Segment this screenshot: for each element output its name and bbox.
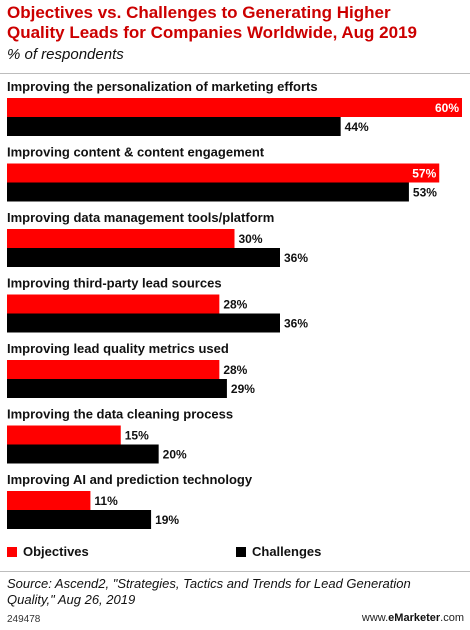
challenges-bar [7,248,280,267]
category-label: Improving third-party lead sources [7,276,222,291]
brand-suffix: .com [440,612,464,624]
objectives-bar [7,360,220,379]
value-label: 36% [284,317,308,331]
value-label: 30% [239,232,263,246]
brand-link[interactable]: www.eMarketer.com [362,612,464,624]
bottom-divider [0,571,470,572]
objectives-bar [7,491,91,510]
category-label: Improving content & content engagement [7,145,265,160]
value-label: 29% [231,382,255,396]
category-label: Improving the data cleaning process [7,407,233,422]
challenges-bar [7,117,341,136]
legend-objectives-swatch [7,546,17,557]
chart-title-line1: Objectives vs. Challenges to Generating … [7,3,391,22]
brand-name: eMarketer [388,612,441,624]
value-label: 19% [155,513,179,527]
value-label: 20% [163,448,187,462]
chart-title: Objectives vs. Challenges to Generating … [7,3,467,43]
source-note: Source: Ascend2, "Strategies, Tactics an… [7,576,411,607]
category-label: Improving lead quality metrics used [7,341,229,356]
value-label: 44% [345,120,369,134]
category-label: Improving AI and prediction technology [7,472,253,487]
challenges-bar [7,444,159,464]
value-label: 53% [413,186,437,200]
legend-challenges-label: Challenges [252,544,322,559]
objectives-bar [7,425,121,445]
legend-objectives-label: Objectives [23,544,89,559]
value-label: 15% [125,429,149,443]
value-label: 28% [223,298,247,312]
challenges-bar [7,313,280,333]
value-label: 36% [284,251,308,265]
challenges-bar [7,182,409,202]
challenges-bar [7,510,152,529]
value-label: 57% [412,167,436,181]
objectives-bar [7,229,235,248]
value-label: 60% [435,101,459,115]
value-label: 28% [223,363,247,377]
chart-id: 249478 [7,614,41,625]
objectives-bar [7,163,440,183]
category-label: Improving the personalization of marketi… [7,79,318,94]
chart-title-line2: Quality Leads for Companies Worldwide, A… [7,23,417,42]
chart-subtitle: % of respondents [7,46,124,63]
legend-challenges-swatch [236,546,246,557]
objectives-bar [7,98,462,117]
value-label: 11% [94,494,118,508]
bar-chart: Improving the personalization of marketi… [7,79,462,529]
objectives-bar [7,294,220,314]
brand-prefix: www. [361,612,389,624]
challenges-bar [7,379,227,398]
top-divider [0,73,470,74]
legend-challenges: Challenges [236,544,321,559]
legend-objectives: Objectives [7,544,89,559]
category-label: Improving data management tools/platform [7,210,274,225]
